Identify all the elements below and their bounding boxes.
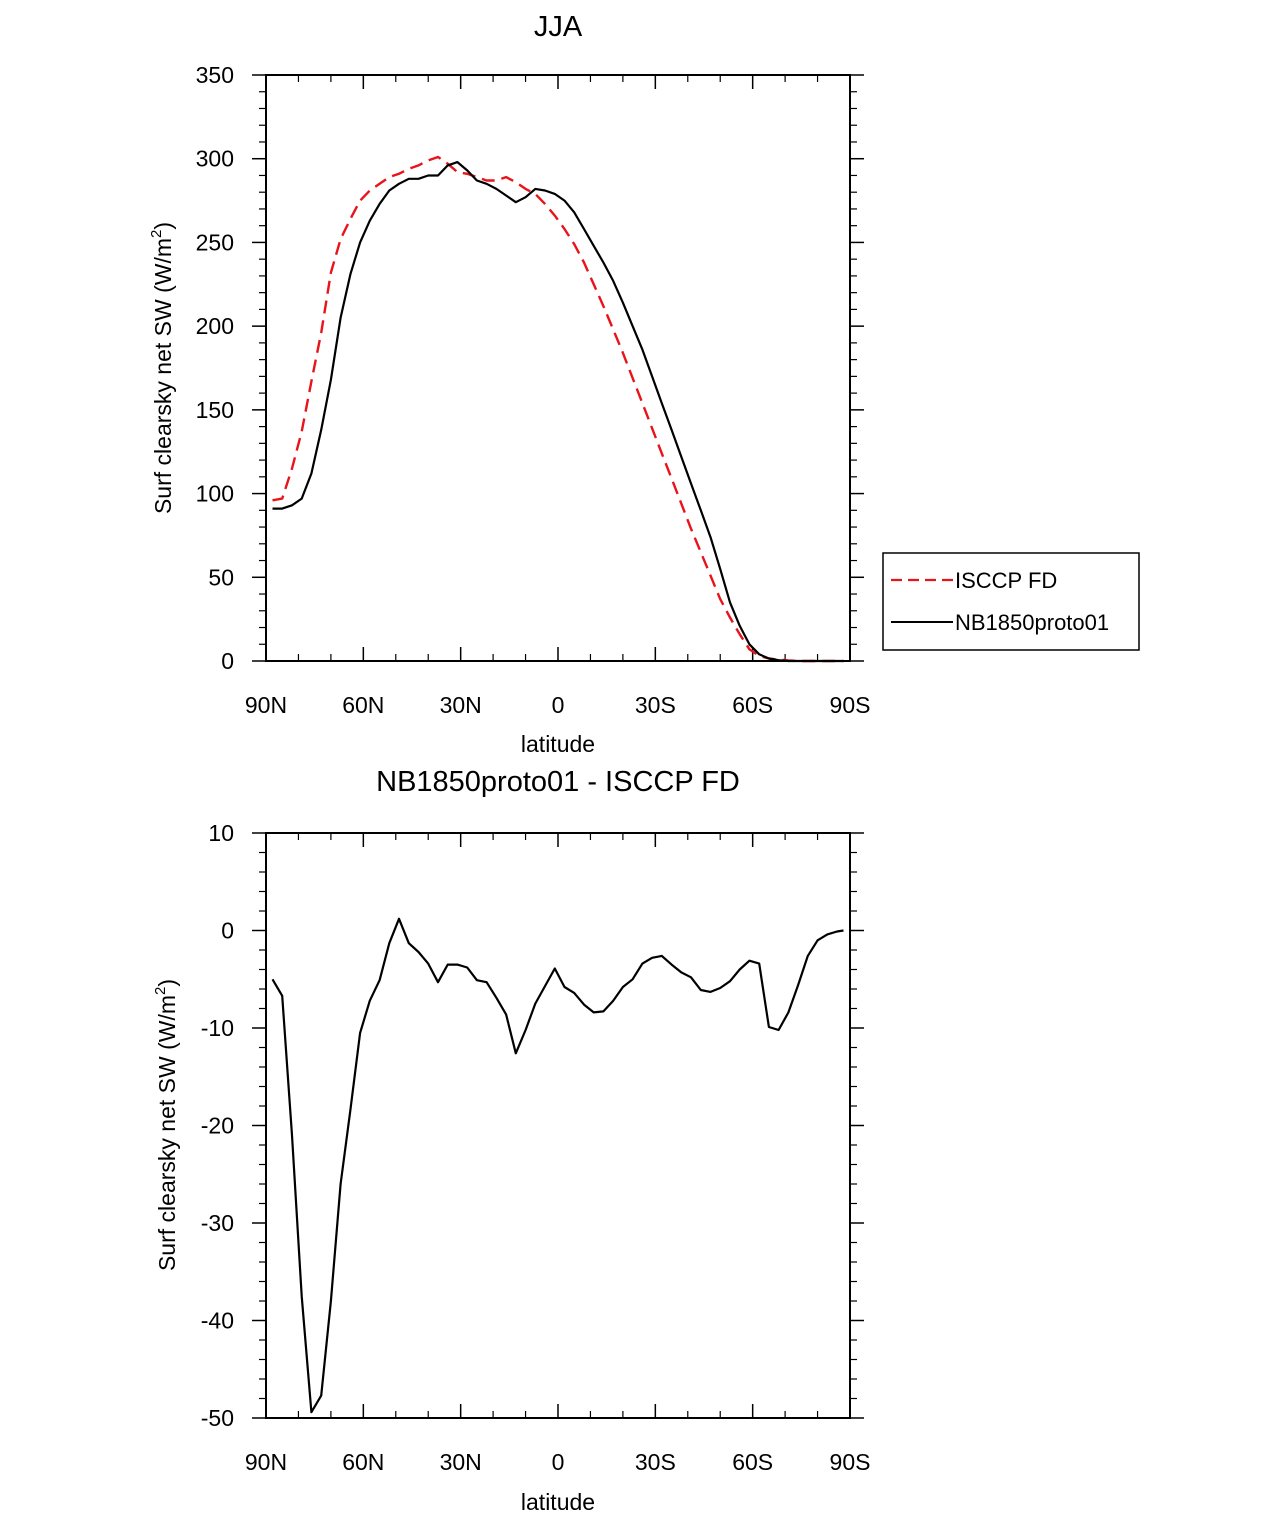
top-tick-group: 90N 60N 30N 0 30S 60S 90S 0 50 100 150 200 250 300 350 — [196, 62, 871, 718]
top-series-layer — [272, 155, 844, 663]
top-y-axis-label-tail: ) — [150, 222, 176, 230]
top-x-tick-label: 60N — [342, 692, 384, 718]
bottom-y-tick-label: 10 — [208, 820, 234, 846]
top-y-tick-label: 0 — [221, 648, 234, 674]
top-y-tick-label: 100 — [196, 481, 234, 507]
bottom-tick-group: 90N 60N 30N 0 30S 60S 90S -50 -40 -30 -20 -10 0 10 — [201, 820, 871, 1475]
bottom-y-tick-label: -50 — [201, 1405, 234, 1431]
bottom-x-tick-label: 90S — [830, 1449, 871, 1475]
top-x-axis-label: latitude — [521, 731, 595, 757]
bottom-x-tick-label: 30S — [635, 1449, 676, 1475]
top-y-tick-label: 200 — [196, 313, 234, 339]
bottom-plot-frame — [265, 832, 851, 1419]
top-series-line-nb1850proto01 — [272, 161, 844, 663]
bottom-panel: NB1850proto01 - ISCCP FD 90N 60N 30N 0 30S 60… — [152, 766, 870, 1515]
top-x-tick-label: 90S — [830, 692, 871, 718]
top-chart-title: JJA — [534, 11, 583, 43]
legend: ISCCP FD NB1850proto01 — [882, 552, 1140, 651]
bottom-y-tick-label: -30 — [201, 1210, 234, 1236]
bottom-y-axis-label-main: Surf clearsky net SW (W/m — [154, 995, 180, 1271]
top-x-tick-label: 60S — [732, 692, 773, 718]
top-y-axis-label: Surf clearsky net SW (W/m2) — [148, 222, 176, 514]
top-panel: JJA 90N 60N 30N 0 30S 60S 90S 0 50 100 150 200 250 30… — [148, 11, 1140, 757]
top-y-axis-label-superscript: 2 — [148, 230, 165, 238]
top-y-tick-label: 350 — [196, 62, 234, 88]
bottom-y-axis-label-superscript: 2 — [152, 987, 169, 995]
top-y-tick-label: 150 — [196, 397, 234, 423]
bottom-y-tick-label: -20 — [201, 1113, 234, 1139]
bottom-y-axis-label-tail: ) — [154, 979, 180, 987]
legend-box — [882, 552, 1140, 651]
bottom-y-tick-label: -10 — [201, 1015, 234, 1041]
bottom-y-tick-label: -40 — [201, 1308, 234, 1334]
bottom-y-tick-label: 0 — [221, 918, 234, 944]
top-x-tick-label: 90N — [245, 692, 287, 718]
top-y-axis-label-main: Surf clearsky net SW (W/m — [150, 238, 176, 514]
bottom-y-axis-label: Surf clearsky net SW (W/m2) — [152, 979, 180, 1271]
bottom-x-tick-label: 0 — [552, 1449, 565, 1475]
top-y-tick-label: 50 — [208, 564, 234, 590]
top-x-tick-label: 30S — [635, 692, 676, 718]
top-x-tick-label: 30N — [440, 692, 482, 718]
top-y-tick-label: 250 — [196, 229, 234, 255]
legend-label-nb1850proto01: NB1850proto01 — [955, 610, 1109, 635]
bottom-x-axis-label: latitude — [521, 1489, 595, 1515]
legend-label-isccp-fd: ISCCP FD — [955, 568, 1057, 593]
top-x-tick-label: 0 — [552, 692, 565, 718]
bottom-x-tick-label: 60N — [342, 1449, 384, 1475]
top-series-line-isccp-fd — [272, 155, 844, 663]
top-plot-frame — [265, 74, 851, 662]
bottom-series-line-nb1850proto01-isccp-fd — [271, 917, 844, 1414]
bottom-x-tick-label: 90N — [245, 1449, 287, 1475]
top-y-tick-label: 300 — [196, 146, 234, 172]
bottom-series-layer — [271, 917, 844, 1414]
bottom-x-tick-label: 60S — [732, 1449, 773, 1475]
bottom-x-tick-label: 30N — [440, 1449, 482, 1475]
bottom-chart-title: NB1850proto01 - ISCCP FD — [376, 766, 740, 798]
